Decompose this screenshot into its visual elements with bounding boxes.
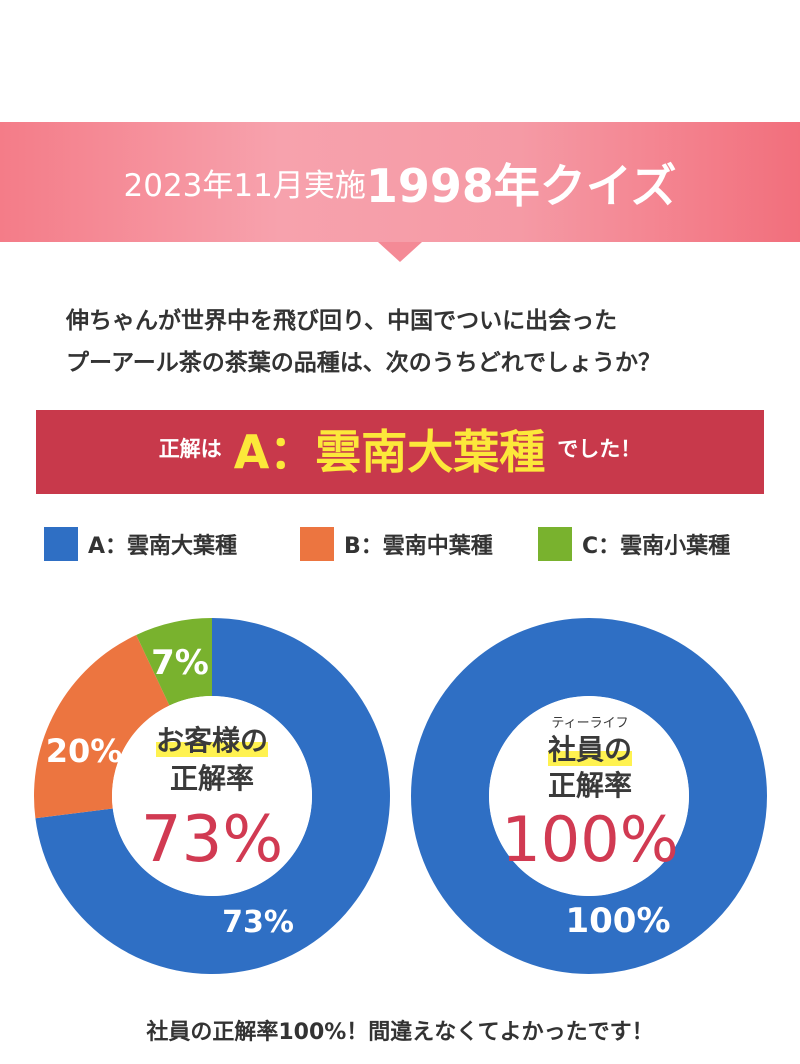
title-banner <box>0 122 800 242</box>
staff-title-line1: 社員の <box>547 733 632 766</box>
customer-donut-chart: 73% 20% 7% <box>33 618 391 974</box>
banner-title: 2023年11月実施1998年クイズ <box>0 150 800 216</box>
slice-label-0-1: 20% <box>46 732 123 770</box>
donut-slice-1-0 <box>411 618 767 974</box>
donut-slice-0-0 <box>35 618 391 974</box>
slice-label-0-0: 73% <box>222 905 294 940</box>
legend: A：雲南大葉種 B：雲南中葉種 C：雲南小葉種 <box>0 526 800 562</box>
donut-slice-0-1 <box>33 634 170 819</box>
answer-suffix: でした！ <box>557 437 642 461</box>
quiz-title: 1998年クイズ <box>365 159 677 213</box>
staff-donut-chart: 100% <box>411 618 767 974</box>
quiz-date: 2023年11月実施 <box>123 168 366 204</box>
banner-pointer <box>378 242 422 262</box>
question-text: 伸ちゃんが世界中を飛び回り、中国でついに出会った プーアール茶の茶葉の品種は、次… <box>66 300 766 384</box>
slice-label-0-2: 7% <box>151 643 209 683</box>
customer-title-line2: 正解率 <box>169 762 254 795</box>
answer-prefix: 正解は <box>158 437 222 461</box>
customer-center-value: 73% <box>140 803 284 877</box>
legend-label-c: C：雲南小葉種 <box>582 534 731 559</box>
donut-hole-1 <box>489 696 689 896</box>
legend-swatch-b <box>300 527 334 561</box>
staff-title-line2: 正解率 <box>547 769 632 802</box>
legend-swatch-a <box>44 527 78 561</box>
donut-charts: 73% 20% 7% 100% <box>33 618 767 974</box>
answer-bar: 正解は A：雲南大葉種 でした！ <box>36 410 764 494</box>
legend-item-b: B：雲南中葉種 <box>300 526 493 562</box>
legend-item-a: A：雲南大葉種 <box>44 526 237 562</box>
question-line-1: 伸ちゃんが世界中を飛び回り、中国でついに出会った <box>66 308 618 334</box>
legend-label-a: A：雲南大葉種 <box>88 534 238 559</box>
customer-chart-title: お客様の 正解率 <box>132 722 292 798</box>
legend-item-c: C：雲南小葉種 <box>538 526 730 562</box>
legend-swatch-c <box>538 527 572 561</box>
answer-key: A：雲南大葉種 <box>233 425 546 479</box>
footer-message: 社員の正解率100%！間違えなくてよかったです！ <box>146 1020 654 1045</box>
slice-label-1-0: 100% <box>565 901 670 941</box>
staff-center-value: 100% <box>501 803 679 876</box>
question-line-2: プーアール茶の茶葉の品種は、次のうちどれでしょうか？ <box>66 350 662 376</box>
legend-label-b: B：雲南中葉種 <box>344 534 493 559</box>
donut-slice-0-2 <box>136 618 212 706</box>
customer-title-line1: お客様の <box>155 724 268 757</box>
staff-title-ruby: ティーライフ <box>551 716 629 731</box>
staff-chart-title: ティーライフ 社員の 正解率 <box>510 716 670 804</box>
